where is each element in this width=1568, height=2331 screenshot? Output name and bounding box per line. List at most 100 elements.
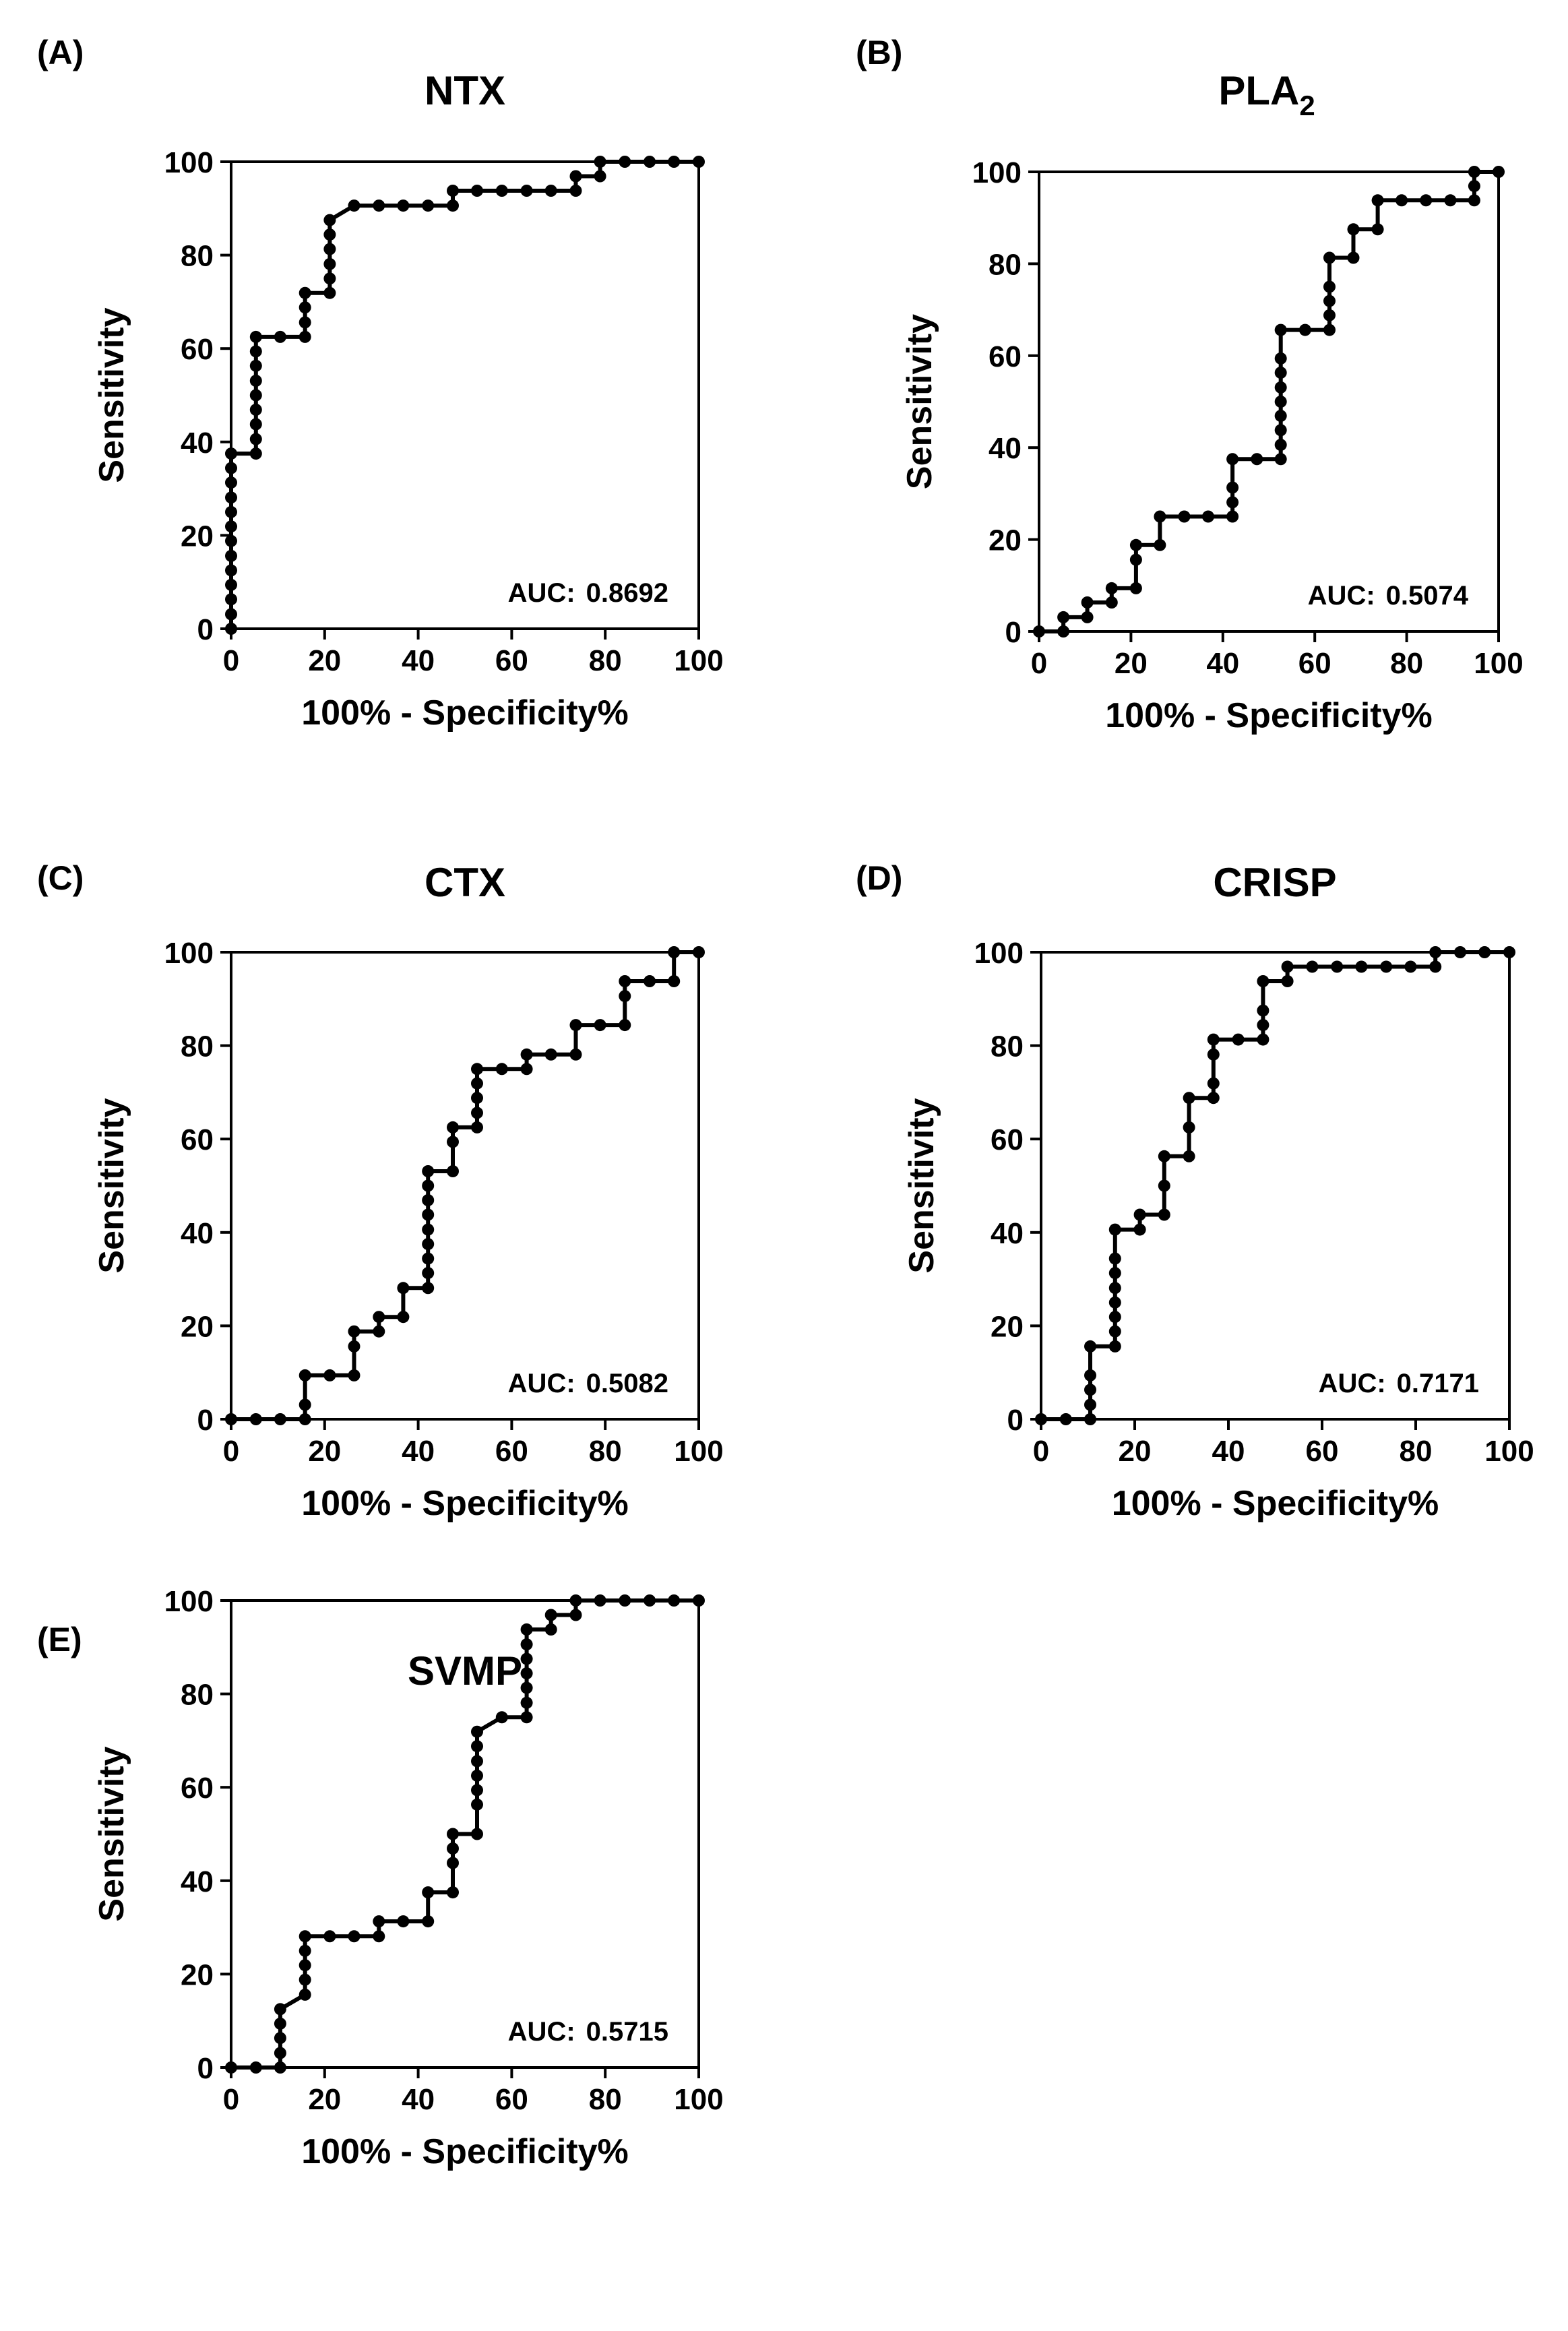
x-axis-label: 100% - Specificity% — [1105, 696, 1433, 735]
roc-data-point — [274, 2047, 286, 2059]
x-tick-label: 40 — [402, 1435, 435, 1468]
x-tick-label: 0 — [1031, 647, 1047, 680]
roc-data-point — [1257, 1033, 1269, 1046]
chart-title-main: CRISP — [1213, 860, 1336, 905]
roc-data-point — [1323, 251, 1336, 264]
roc-data-point — [373, 199, 385, 212]
y-tick-label: 60 — [181, 1123, 214, 1156]
y-tick-label: 20 — [181, 1958, 214, 1991]
x-tick-label: 100 — [674, 644, 723, 677]
roc-data-point — [249, 433, 262, 445]
roc-data-point — [1081, 596, 1094, 609]
x-axis-label: 100% - Specificity% — [301, 693, 629, 733]
auc-prefix: AUC: — [508, 2017, 575, 2047]
roc-data-point — [447, 1857, 459, 1869]
roc-data-point — [1183, 1092, 1195, 1105]
roc-data-point — [471, 1077, 483, 1090]
x-axis-label: 100% - Specificity% — [301, 1484, 629, 1523]
roc-data-point — [323, 243, 336, 255]
chart-title: SVMP — [408, 1648, 522, 1693]
roc-data-point — [447, 1136, 459, 1148]
roc-data-point — [520, 1696, 533, 1709]
roc-data-point — [1281, 975, 1294, 987]
roc-data-point — [249, 375, 262, 387]
roc-data-point — [225, 2061, 237, 2074]
roc-data-point — [495, 1063, 508, 1076]
roc-data-point — [422, 1165, 435, 1177]
x-tick-label: 40 — [402, 644, 435, 677]
y-tick-label: 20 — [181, 1310, 214, 1343]
auc-value: 0.5074 — [1386, 581, 1469, 611]
chart-title: CRISP — [1213, 860, 1336, 905]
roc-curve-line — [1039, 170, 1499, 633]
roc-data-point — [447, 185, 459, 197]
roc-data-point — [471, 1740, 483, 1753]
roc-data-point — [693, 156, 705, 168]
roc-data-point — [1257, 1004, 1269, 1017]
roc-data-point — [1108, 1252, 1121, 1265]
roc-data-point — [520, 1048, 533, 1061]
x-tick-label: 20 — [308, 1435, 341, 1468]
chart-title-main: NTX — [425, 68, 505, 113]
roc-data-point — [1108, 1311, 1121, 1324]
roc-data-point — [1084, 1369, 1096, 1381]
x-tick-label: 0 — [1033, 1435, 1049, 1468]
roc-data-point — [1108, 1340, 1121, 1353]
roc-data-point — [422, 1282, 435, 1295]
y-tick-label: 80 — [181, 240, 214, 273]
roc-data-point — [249, 345, 262, 358]
roc-data-point — [1207, 1033, 1220, 1046]
roc-data-point — [323, 272, 336, 285]
roc-data-point — [1493, 166, 1505, 178]
roc-data-point — [447, 1828, 459, 1840]
roc-data-point — [1207, 1048, 1220, 1061]
y-tick-label: 0 — [197, 1404, 214, 1437]
roc-data-point — [1323, 280, 1336, 293]
roc-panel-crisp: (D) CRISP 0 20 40 60 80 100 0 20 40 60 80 100 100% - S… — [856, 859, 1534, 1523]
roc-data-point — [619, 1594, 631, 1607]
roc-data-point — [1059, 1413, 1072, 1425]
roc-data-point — [1108, 1325, 1121, 1338]
roc-data-point — [1178, 510, 1191, 523]
roc-data-point — [249, 1413, 262, 1425]
y-tick-label: 80 — [989, 248, 1022, 281]
roc-data-point — [397, 199, 410, 212]
x-tick-label: 60 — [1306, 1435, 1339, 1468]
auc-annotation: AUC: 0.5074 — [1308, 581, 1469, 611]
roc-data-point — [1251, 453, 1263, 466]
roc-data-point — [1154, 510, 1166, 523]
x-tick-label: 60 — [495, 2083, 528, 2116]
panel-label: (B) — [856, 34, 902, 71]
roc-data-point — [373, 1311, 385, 1324]
roc-data-point — [1274, 439, 1287, 452]
y-tick-label: 80 — [181, 1030, 214, 1063]
x-tick-label: 20 — [1119, 1435, 1152, 1468]
roc-data-point — [495, 185, 508, 197]
x-tick-label: 20 — [1115, 647, 1148, 680]
roc-data-point — [644, 156, 656, 168]
roc-data-point — [594, 1594, 606, 1607]
roc-data-point — [299, 316, 311, 329]
roc-data-point — [1257, 975, 1269, 987]
roc-data-point — [520, 1063, 533, 1076]
roc-data-point — [471, 1121, 483, 1133]
y-tick-label: 100 — [164, 1585, 214, 1618]
panel-label: (E) — [37, 1621, 82, 1658]
y-tick-label: 0 — [1005, 616, 1022, 649]
roc-data-point — [373, 1930, 385, 1943]
roc-data-point — [225, 1413, 237, 1425]
auc-prefix: AUC: — [508, 578, 575, 608]
y-tick-label: 40 — [181, 427, 214, 460]
roc-data-point — [323, 1369, 336, 1381]
y-tick-label: 20 — [181, 520, 214, 553]
y-tick-label: 0 — [197, 2052, 214, 2085]
roc-data-point — [323, 228, 336, 241]
roc-data-point — [1395, 194, 1408, 207]
roc-data-point — [249, 418, 262, 431]
x-tick-label: 100 — [674, 1435, 723, 1468]
roc-data-point — [225, 505, 237, 518]
roc-data-point — [397, 1282, 410, 1295]
roc-panel-ctx: (C) CTX 0 20 40 60 80 100 0 20 40 60 80 100 100% - Spe… — [37, 859, 724, 1523]
roc-data-point — [299, 1369, 311, 1381]
